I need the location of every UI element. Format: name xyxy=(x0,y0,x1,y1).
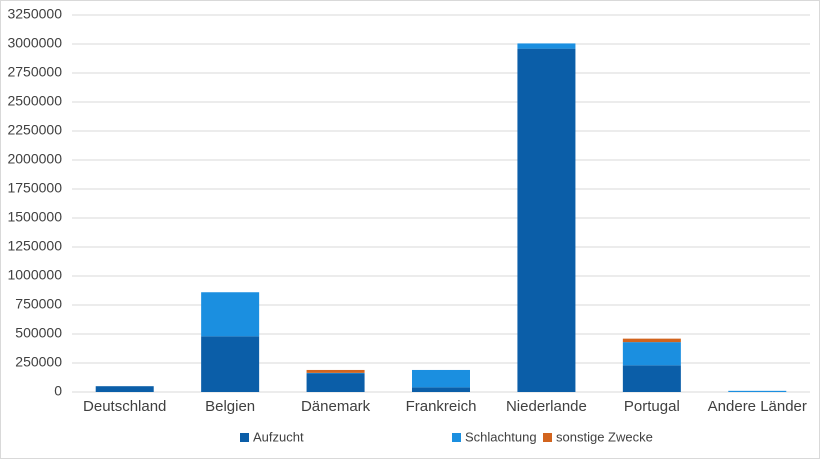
bar-segment xyxy=(306,372,365,374)
bar-segment xyxy=(201,292,260,337)
bar-segment xyxy=(95,386,154,392)
x-tick-label: Dänemark xyxy=(301,398,371,415)
x-tick-label: Andere Länder xyxy=(708,398,807,415)
y-tick-label: 0 xyxy=(54,383,62,399)
y-tick-label: 1750000 xyxy=(7,180,62,196)
bar-segment xyxy=(306,373,365,392)
y-tick-label: 2250000 xyxy=(7,122,62,138)
x-tick-label: Deutschland xyxy=(83,398,166,415)
bar-segment xyxy=(412,369,470,388)
x-tick-label: Frankreich xyxy=(406,398,477,415)
bar-segment xyxy=(622,365,681,392)
bar-segment xyxy=(728,390,787,392)
bar-segment xyxy=(622,338,681,343)
y-tick-label: 750000 xyxy=(15,296,62,312)
legend-label: Aufzucht xyxy=(253,429,304,444)
x-tick-label: Portugal xyxy=(624,398,680,415)
y-tick-label: 1250000 xyxy=(7,238,62,254)
bar-segment xyxy=(622,342,681,366)
x-tick-label: Niederlande xyxy=(506,398,587,415)
legend-swatch xyxy=(452,433,461,442)
bar-segment xyxy=(517,48,576,392)
legend-swatch xyxy=(543,433,552,442)
y-tick-label: 2750000 xyxy=(7,64,62,80)
y-tick-label: 1000000 xyxy=(7,267,62,283)
y-tick-label: 500000 xyxy=(15,325,62,341)
bar-segment xyxy=(517,43,576,49)
bar-segment xyxy=(306,369,365,373)
legend-label: sonstige Zwecke xyxy=(556,429,653,444)
bar-segment xyxy=(412,387,470,392)
legend-label: Schlachtung xyxy=(465,429,537,444)
y-tick-label: 2000000 xyxy=(7,151,62,167)
bar-segment xyxy=(201,336,260,392)
y-tick-label: 3000000 xyxy=(7,35,62,51)
y-tick-label: 250000 xyxy=(15,354,62,370)
legend-swatch xyxy=(240,433,249,442)
x-tick-label: Belgien xyxy=(205,398,255,415)
y-tick-label: 1500000 xyxy=(7,209,62,225)
y-tick-label: 3250000 xyxy=(7,6,62,22)
y-tick-label: 2500000 xyxy=(7,93,62,109)
